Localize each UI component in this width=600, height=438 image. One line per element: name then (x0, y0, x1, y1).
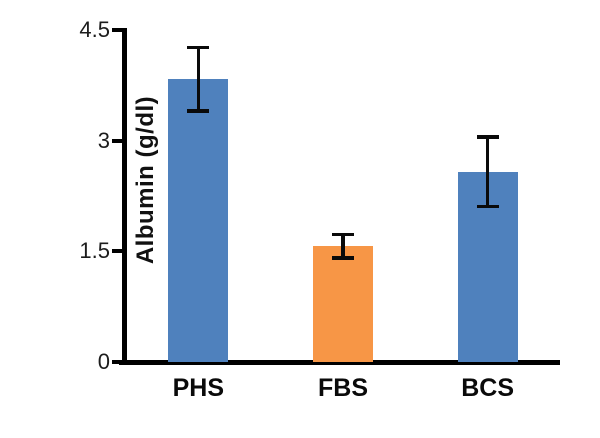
x-axis-line (119, 360, 560, 365)
bar-fbs (313, 246, 373, 362)
error-bar-cap (476, 204, 499, 209)
error-bar-line (485, 136, 490, 207)
error-bar-cap (332, 256, 354, 260)
x-category-label-phs: PHS (172, 374, 225, 402)
x-category-label-bcs: BCS (461, 374, 515, 402)
y-tick-mark (112, 138, 122, 143)
y-tick-label: 4.5 (79, 17, 110, 42)
y-axis-line (122, 28, 127, 365)
y-tick-label: 3 (97, 127, 110, 153)
error-bar-line (196, 47, 201, 112)
error-bar-cap (187, 109, 210, 113)
error-bar-cap (476, 135, 499, 139)
y-axis-title: Albumin (g/dl) (132, 95, 159, 265)
y-tick-mark (112, 249, 122, 254)
x-category-label-fbs: FBS (318, 374, 368, 402)
error-bar-cap (187, 45, 210, 50)
y-tick-label: 0 (97, 349, 110, 374)
bar-phs (168, 79, 229, 362)
y-tick-mark (112, 360, 122, 364)
y-tick-label: 1.5 (79, 238, 110, 264)
y-tick-mark (112, 28, 122, 32)
error-bar-cap (332, 232, 354, 237)
error-bar-line (341, 234, 345, 258)
